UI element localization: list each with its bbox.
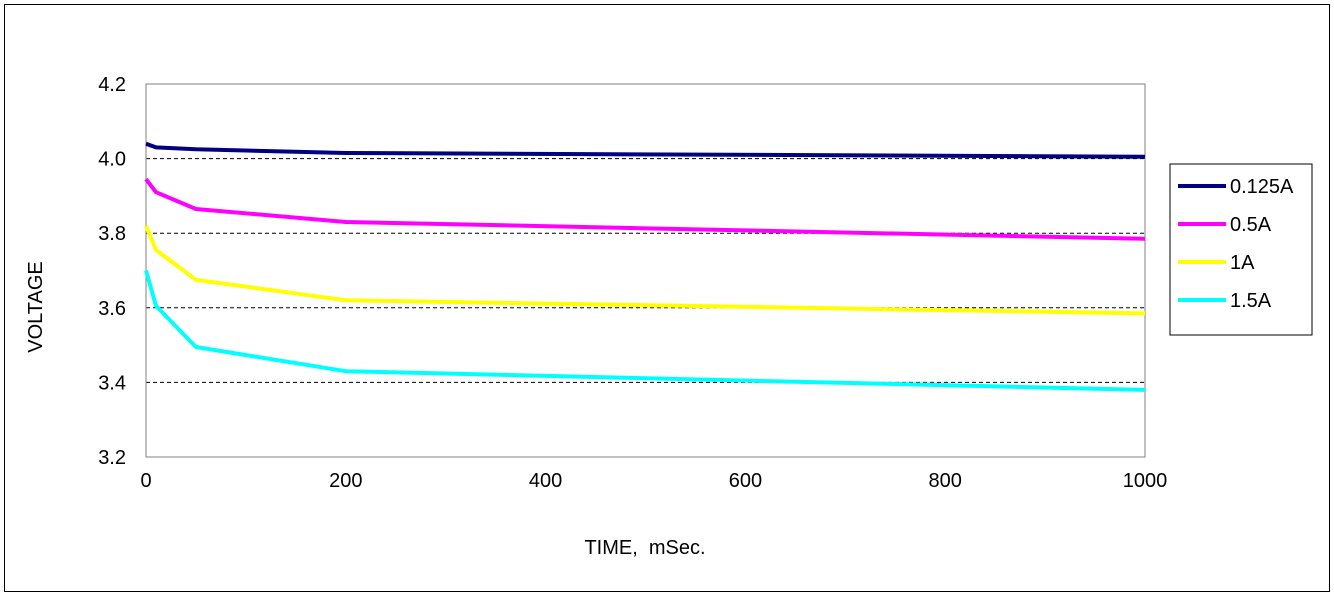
legend-label: 1.5A [1230, 290, 1272, 312]
x-axis-tick-labels: 0 200 400 600 800 1000 [140, 470, 1167, 492]
x-tick-label: 1000 [1123, 470, 1168, 492]
x-tick-label: 600 [729, 470, 762, 492]
x-tick-label: 0 [140, 470, 151, 492]
x-axis-title: TIME, mSec. [584, 537, 705, 559]
x-tick-label: 200 [329, 470, 362, 492]
grid-lines [146, 158, 1145, 383]
legend-label: 0.5A [1230, 214, 1272, 236]
plot-area [145, 83, 1146, 458]
x-tick-label: 400 [529, 470, 562, 492]
legend-label: 1A [1230, 252, 1255, 274]
y-axis-title: VOLTAGE [25, 261, 47, 353]
y-tick-label: 4.0 [98, 149, 126, 171]
y-tick-label: 3.6 [98, 298, 126, 320]
y-axis-tick-labels: 3.2 3.4 3.6 3.8 4.0 4.2 [98, 74, 126, 469]
legend-label: 0.125A [1230, 176, 1294, 198]
series-line-0-125A [145, 141, 1146, 159]
legend-box [1169, 163, 1313, 336]
y-tick-label: 4.2 [98, 74, 126, 96]
y-tick-label: 3.4 [98, 372, 126, 394]
y-tick-label: 3.8 [98, 223, 126, 245]
chart-frame [4, 4, 1330, 592]
x-tick-label: 800 [929, 470, 962, 492]
y-tick-label: 3.2 [98, 447, 126, 469]
legend: 0.125A 0.5A 1A 1.5A [1169, 163, 1313, 336]
series-line-0-5A [144, 177, 1146, 241]
series-line-1A [144, 224, 1146, 316]
series-lines [144, 141, 1146, 392]
series-line-1-5A [144, 269, 1146, 392]
